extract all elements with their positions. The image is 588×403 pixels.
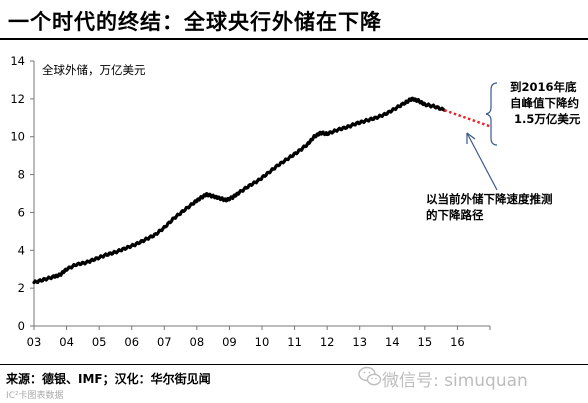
x-tick-label: 06 xyxy=(124,335,139,349)
x-tick-label: 15 xyxy=(418,335,433,349)
y-tick-label: 14 xyxy=(10,54,25,68)
x-tick-label: 10 xyxy=(255,335,270,349)
footer-divider xyxy=(0,364,588,365)
x-tick-label: 13 xyxy=(352,335,367,349)
title-divider xyxy=(0,38,588,40)
y-tick-label: 4 xyxy=(18,243,25,257)
x-tick-label: 12 xyxy=(320,335,335,349)
y-tick-label: 12 xyxy=(10,92,25,106)
annotation-projection-line2: 的下降路径 xyxy=(426,208,484,222)
x-tick-label: 03 xyxy=(27,335,42,349)
annotation-end2016-line2: 自峰值下降约 xyxy=(510,96,579,110)
y-tick-label: 10 xyxy=(10,130,25,144)
annotation-end2016-line3: 1.5万亿美元 xyxy=(514,112,581,126)
series-label: 全球外储，万亿美元 xyxy=(42,63,146,77)
reserves-projection-line xyxy=(443,109,491,128)
annotation-arrowhead xyxy=(466,132,476,144)
x-tick-label: 11 xyxy=(287,335,302,349)
reserves-line-chart: 0 2 4 6 8 10 12 14 03 04 05 06 07 08 09 10 11 12 13 14 15 16… xyxy=(10,54,581,349)
x-axis-ticks: 03 04 05 06 07 08 09 10 11 12 13 14 15 16 xyxy=(27,326,491,349)
y-tick-label: 8 xyxy=(18,168,25,182)
annotation-projection-line1: 以当前外储下降速度推测 xyxy=(426,192,553,206)
annotation-bracket xyxy=(485,82,498,146)
y-tick-label: 6 xyxy=(18,205,25,219)
wechat-watermark: 微信号: simuquan xyxy=(382,371,528,391)
x-tick-label: 07 xyxy=(157,335,172,349)
annotation-arrow xyxy=(466,132,498,191)
reserves-actual-line xyxy=(32,96,446,285)
y-tick-label: 2 xyxy=(18,281,25,295)
x-tick-label: 04 xyxy=(59,335,74,349)
source-note: 来源：德银、IMF；汉化：华尔街见闻 xyxy=(6,372,211,386)
x-tick-label: 08 xyxy=(190,335,205,349)
x-tick-label: 09 xyxy=(222,335,237,349)
y-axis-ticks: 0 2 4 6 8 10 12 14 xyxy=(10,54,34,333)
page-title: 一个时代的终结：全球央行外储在下降 xyxy=(8,10,382,34)
y-tick-label: 0 xyxy=(18,319,25,333)
x-tick-label: 16 xyxy=(450,335,465,349)
x-tick-label: 05 xyxy=(92,335,107,349)
annotation-end2016-line1: 到2016年底 xyxy=(510,80,577,94)
x-tick-label: 14 xyxy=(385,335,400,349)
wechat-icon xyxy=(358,366,382,386)
source-watermark-text: IC²卡图表数据 xyxy=(6,391,64,401)
